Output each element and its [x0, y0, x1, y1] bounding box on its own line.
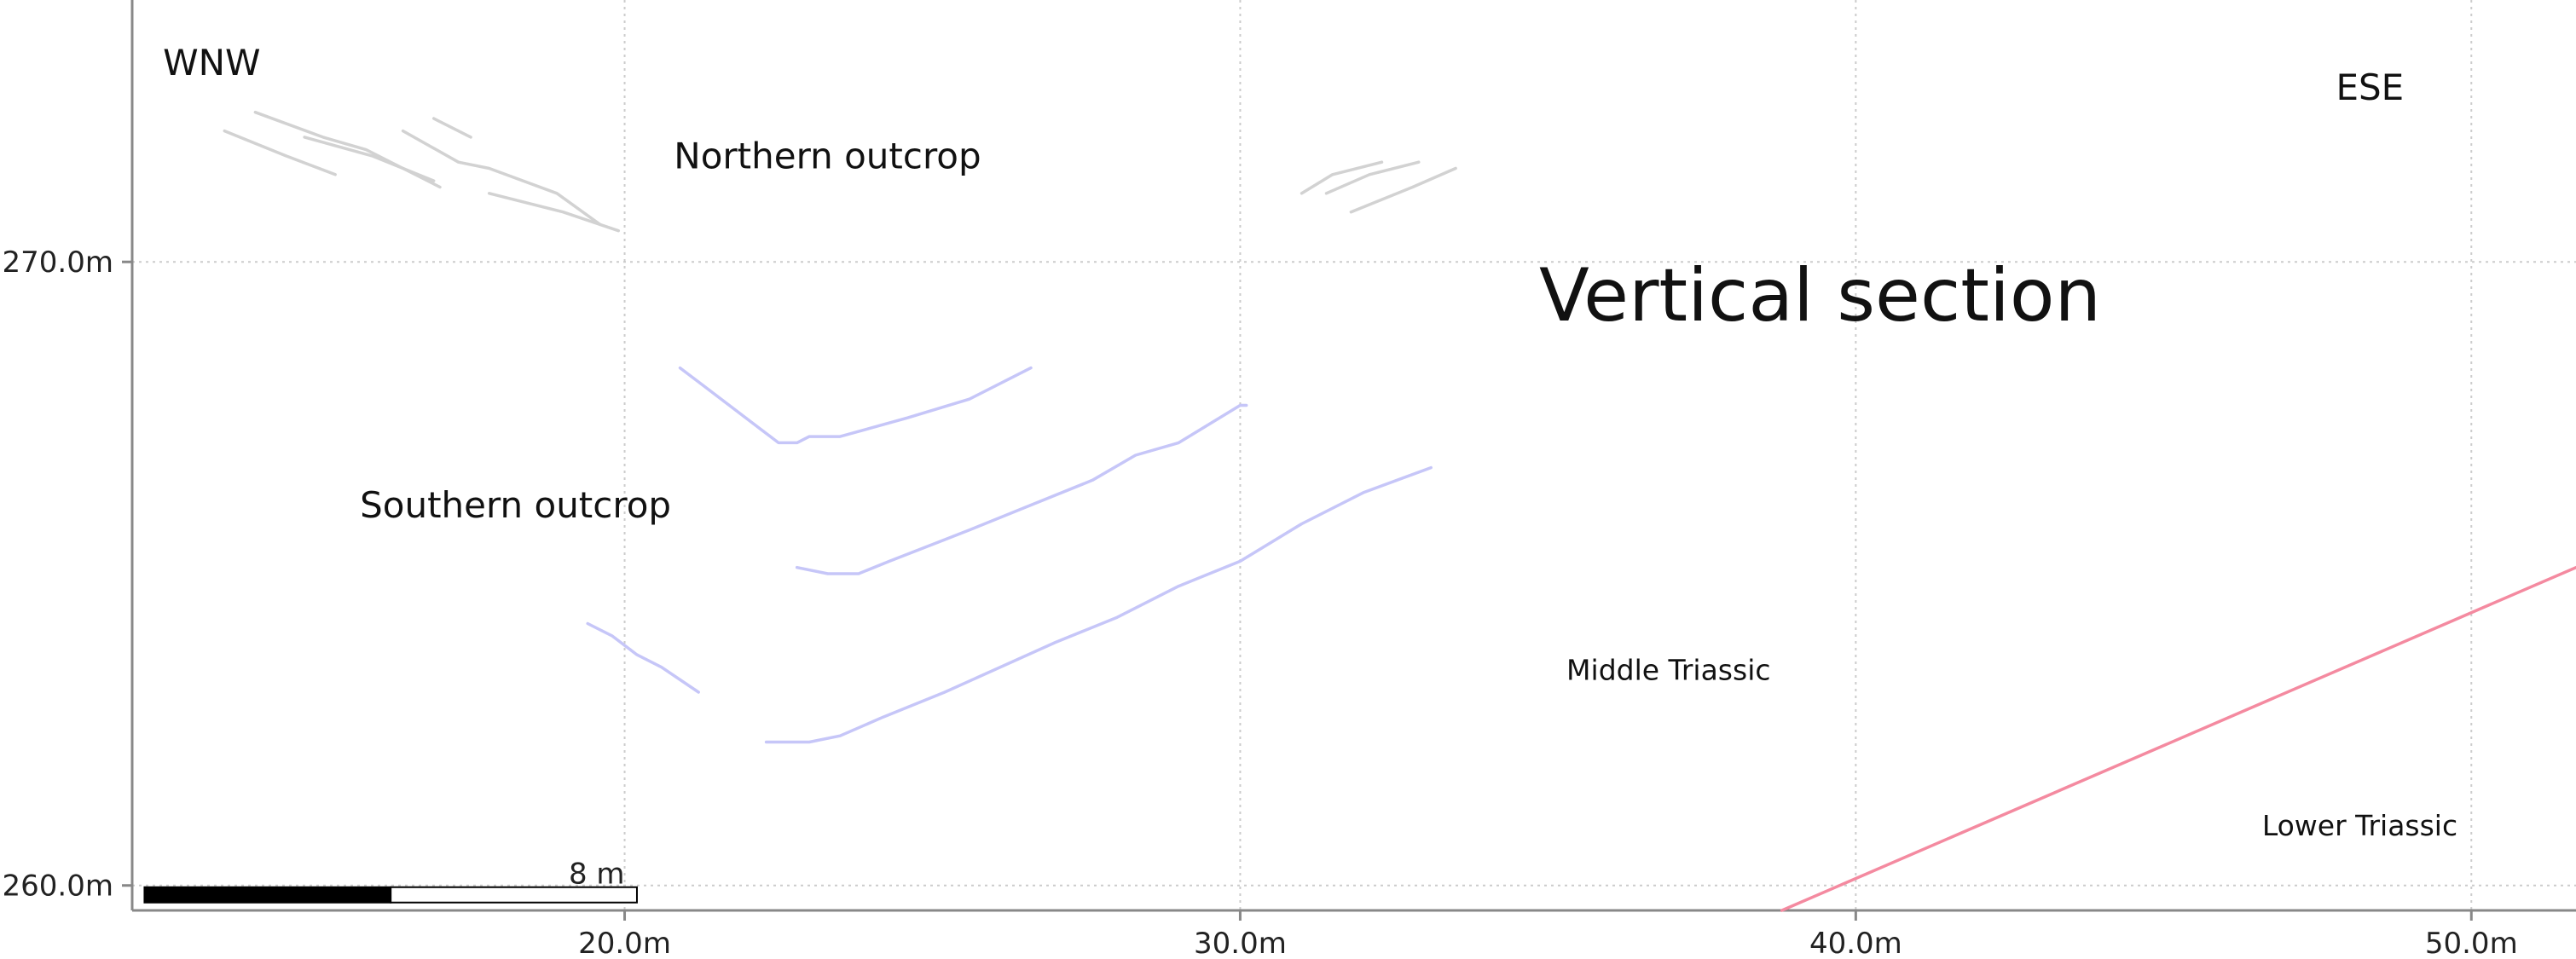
- annotation-label: Northern outcrop: [674, 136, 981, 177]
- scale-bar-black-segment: [143, 886, 392, 904]
- x-tick-label: 40.0m: [1809, 927, 1902, 959]
- northern-trace-line: [1300, 160, 1384, 195]
- scale-bar-white-segment: [390, 886, 638, 904]
- annotation-label: Southern outcrop: [360, 484, 671, 526]
- scale-bar: 8 m: [143, 858, 638, 904]
- southern-trace-line: [678, 366, 1033, 445]
- northern-trace-line: [1349, 166, 1457, 214]
- outcrop-traces: [223, 110, 2576, 912]
- y-tick-label: 270.0m: [3, 246, 113, 280]
- annotation-label: Middle Triassic: [1566, 653, 1770, 686]
- southern-trace-line: [586, 621, 700, 694]
- northern-trace-line: [223, 129, 337, 176]
- southern-trace-line: [764, 465, 1433, 744]
- northern-trace-line: [303, 136, 436, 182]
- southern-trace-line: [795, 403, 1248, 575]
- x-tick-label: 30.0m: [1194, 927, 1287, 959]
- annotations: WNW ESE Northern outcrop Southern outcrop Mi…: [163, 42, 2457, 842]
- annotation-label: ESE: [2336, 66, 2404, 108]
- northern-trace-line: [487, 192, 621, 233]
- northern-trace-line: [1324, 160, 1421, 195]
- scale-bar-label: 8 m: [569, 858, 625, 892]
- x-tick-label: 50.0m: [2425, 927, 2518, 959]
- axes: 20.0m 30.0m 40.0m 50.0m 270.0m 260.0m: [3, 0, 2576, 959]
- annotation-label: Lower Triassic: [2262, 809, 2457, 842]
- gridlines: [132, 0, 2576, 910]
- y-tick-label: 260.0m: [3, 869, 113, 904]
- chart-title-group: Vertical section: [1539, 253, 2101, 338]
- contact-trace-line: [1780, 565, 2576, 912]
- northern-trace-line: [401, 129, 602, 227]
- annotation-label: WNW: [163, 42, 260, 84]
- northern-trace-line: [431, 117, 472, 139]
- chart-title: Vertical section: [1539, 253, 2101, 338]
- x-tick-label: 20.0m: [578, 927, 671, 959]
